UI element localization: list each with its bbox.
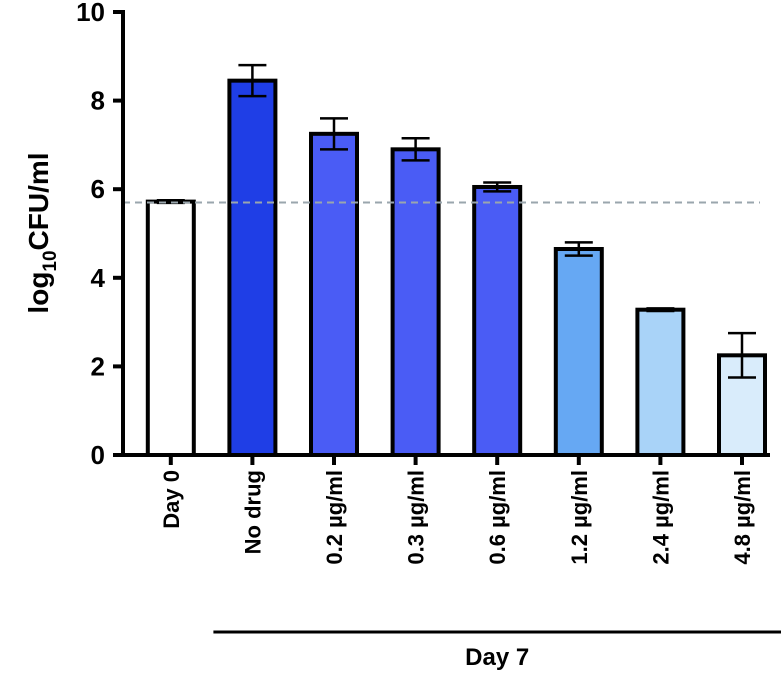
x-tick-label: 4.8 µg/ml <box>730 470 755 565</box>
y-tick-label: 10 <box>76 0 105 27</box>
x-tick-label: 0.3 µg/ml <box>404 470 429 565</box>
bar <box>635 307 686 458</box>
bar <box>472 184 523 458</box>
bar <box>390 147 441 458</box>
bar <box>553 247 604 457</box>
group-label: Day 7 <box>465 644 529 671</box>
bar <box>145 199 196 457</box>
bar <box>309 131 359 457</box>
bar <box>227 78 278 457</box>
x-tick-label: Day 0 <box>159 470 184 529</box>
y-tick-label: 4 <box>91 263 106 293</box>
y-axis-title: log10CFU/ml <box>23 152 61 313</box>
x-tick-label: 1.2 µg/ml <box>567 470 592 565</box>
y-tick-label: 2 <box>91 351 105 381</box>
x-tick-label: 2.4 µg/ml <box>648 470 673 565</box>
x-tick-label: 0.2 µg/ml <box>322 470 347 565</box>
y-tick-label: 8 <box>91 86 105 116</box>
y-tick-label: 0 <box>91 440 105 470</box>
y-tick-label: 6 <box>91 174 105 204</box>
x-tick-label: 0.6 µg/ml <box>485 470 510 565</box>
x-tick-label: No drug <box>240 470 265 554</box>
